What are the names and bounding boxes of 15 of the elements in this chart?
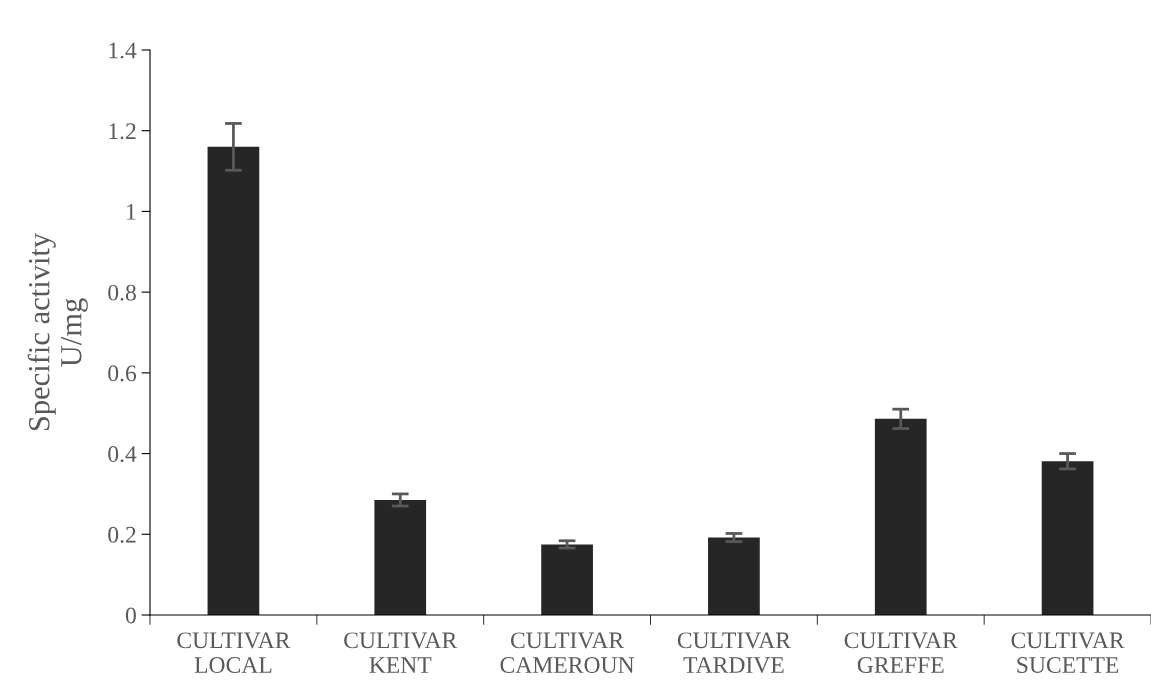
x-tick-label: CULTIVAR CAMEROUN xyxy=(500,632,635,673)
y-tick-label: 0.8 xyxy=(108,284,136,301)
y-tick-label: 0.4 xyxy=(108,446,137,463)
y-tick-label: 1 xyxy=(127,204,136,220)
x-tick-label: CULTIVAR KENT xyxy=(344,632,458,673)
y-tick-label: 0 xyxy=(125,607,136,624)
x-tick-label: CULTIVAR GREFFE xyxy=(844,632,958,673)
x-tick-label: CULTIVAR SUCETTE xyxy=(1011,632,1125,673)
x-tick-label: CULTIVAR LOCAL xyxy=(177,632,291,673)
y-tick-label: 0.6 xyxy=(108,365,137,382)
x-tick-label: CULTIVAR TARDIVE xyxy=(677,632,791,674)
y-tick-label: 0.2 xyxy=(108,526,136,543)
y-axis-title: Specific activity U/mg xyxy=(27,232,88,431)
y-tick-label: 1.2 xyxy=(109,123,136,140)
y-tick-label: 1.4 xyxy=(109,42,137,59)
